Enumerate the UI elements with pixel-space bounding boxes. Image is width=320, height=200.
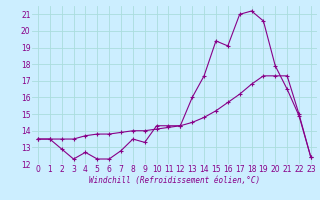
X-axis label: Windchill (Refroidissement éolien,°C): Windchill (Refroidissement éolien,°C) xyxy=(89,176,260,185)
